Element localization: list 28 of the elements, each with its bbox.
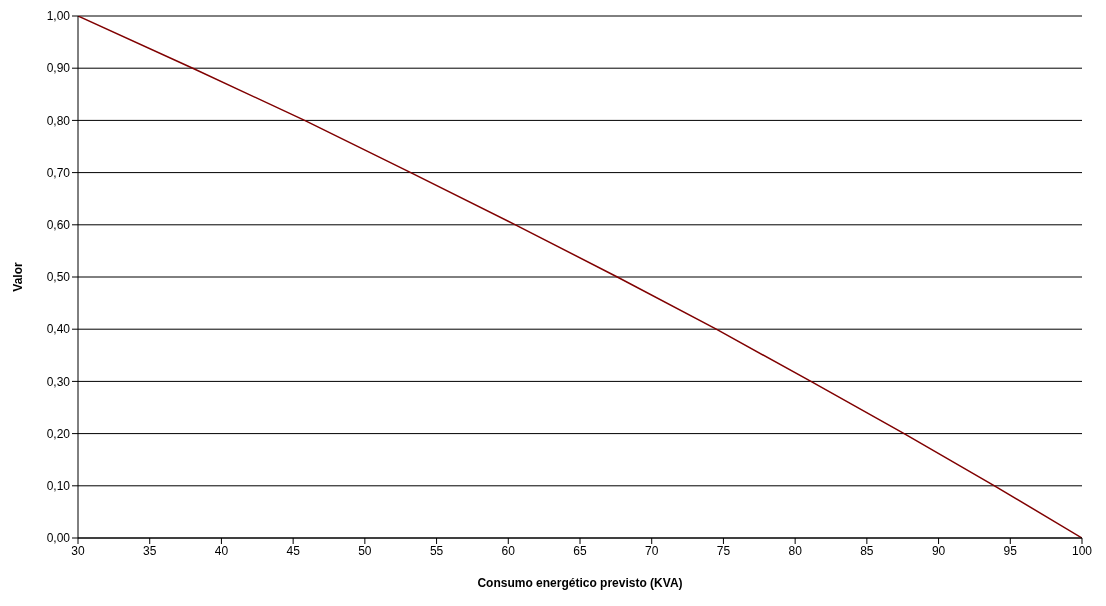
y-tick-label: 0,10	[46, 479, 71, 494]
x-tick-label: 80	[788, 543, 803, 558]
y-tick-label: 1,00	[46, 9, 71, 24]
x-tick-label: 85	[860, 543, 874, 558]
x-tick-label: 65	[573, 543, 587, 558]
x-tick-label: 35	[143, 543, 157, 558]
y-tick-label: 0,90	[46, 61, 71, 76]
y-tick-label: 0,70	[46, 165, 71, 180]
x-tick-label: 30	[71, 543, 85, 558]
x-tick-label: 100	[1071, 543, 1093, 558]
x-tick-label: 70	[645, 543, 659, 558]
y-tick-label: 0,00	[46, 531, 71, 546]
x-tick-label: 50	[358, 543, 372, 558]
x-axis-title: Consumo energético previsto (KVA)	[477, 575, 683, 590]
x-tick-label: 75	[716, 543, 731, 558]
x-tick-label: 90	[931, 543, 946, 558]
y-tick-label: 0,50	[46, 270, 71, 285]
x-tick-label: 40	[214, 543, 229, 558]
y-tick-label: 0,60	[46, 218, 71, 233]
y-tick-label: 0,20	[46, 426, 71, 441]
x-tick-label: 45	[286, 543, 301, 558]
x-tick-label: 55	[429, 543, 444, 558]
y-tick-label: 0,40	[46, 322, 71, 337]
y-axis-title: Valor	[11, 262, 26, 292]
x-tick-label: 60	[501, 543, 516, 558]
y-tick-label: 0,30	[46, 374, 71, 389]
x-tick-label: 95	[1003, 543, 1018, 558]
y-tick-label: 0,80	[46, 113, 71, 128]
